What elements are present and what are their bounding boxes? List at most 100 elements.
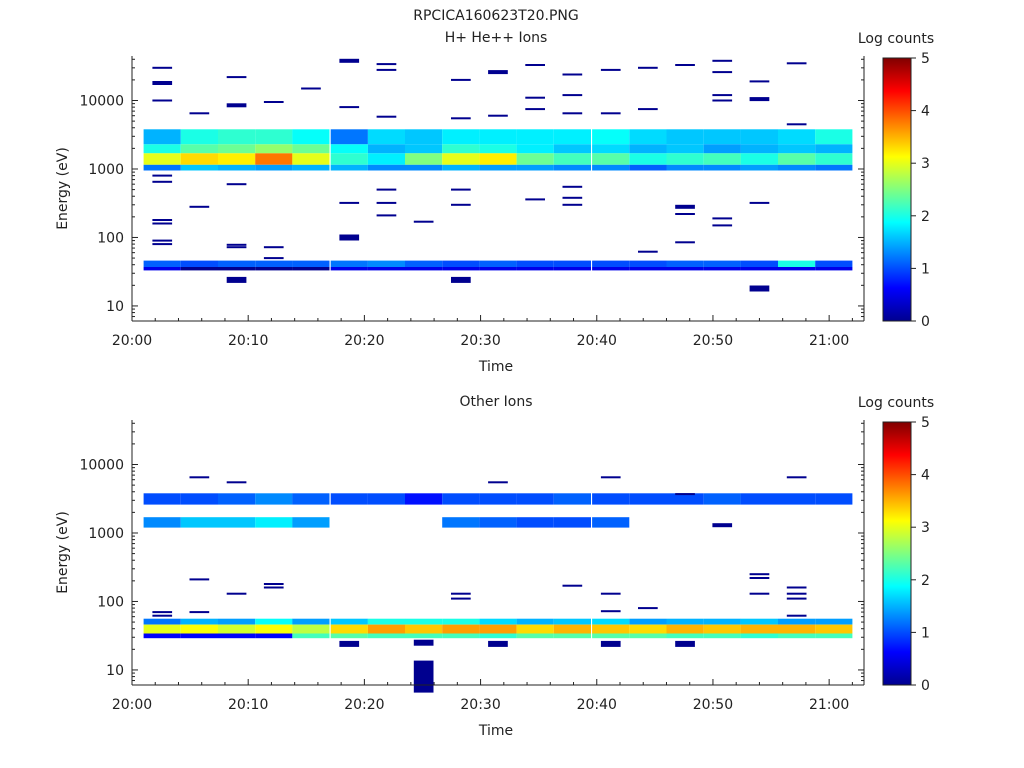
heatmap-cell <box>553 493 591 505</box>
heatmap-cell <box>592 624 630 634</box>
colorbar-tick-label: 4 <box>921 468 930 484</box>
heatmap-cell <box>143 260 181 268</box>
heatmap-cell <box>666 164 704 171</box>
count-point <box>638 66 658 69</box>
heatmap-cell <box>367 633 406 639</box>
heatmap-cell <box>218 493 256 505</box>
heatmap-cell <box>629 633 667 639</box>
heatmap-cell <box>218 633 256 639</box>
count-point <box>488 640 508 647</box>
heatmap-cell <box>629 624 667 634</box>
heatmap-cell <box>292 493 330 505</box>
heatmap-cell <box>592 129 630 145</box>
heatmap-cell <box>255 618 293 625</box>
count-point <box>749 97 770 102</box>
heatmap-cell <box>405 129 443 145</box>
count-point <box>152 243 173 246</box>
heatmap-cell <box>815 164 853 171</box>
heatmap-cell <box>666 633 704 639</box>
count-point <box>263 583 284 585</box>
count-point <box>451 78 471 81</box>
heatmap-cell <box>740 164 778 171</box>
y-tick-label: 10000 <box>79 94 124 110</box>
heatmap-cell <box>255 633 293 639</box>
count-point <box>675 493 695 496</box>
heatmap-cell <box>553 517 591 528</box>
y-tick-label: 10 <box>106 663 124 679</box>
heatmap-cell <box>740 624 778 634</box>
heatmap-cell <box>592 633 630 639</box>
heatmap-cell <box>442 267 480 271</box>
heatmap-cell <box>255 624 293 634</box>
heatmap-cell <box>703 633 741 639</box>
count-point <box>226 103 247 108</box>
heatmap-cell <box>405 618 443 625</box>
heatmap-cell <box>666 624 704 634</box>
heatmap-cell <box>516 260 554 268</box>
colorbar-label: Log counts <box>858 31 934 47</box>
x-tick-label: 20:10 <box>228 333 268 349</box>
heatmap-cell <box>218 260 256 268</box>
count-point <box>152 180 173 183</box>
heatmap-cell <box>740 618 778 625</box>
count-point <box>152 611 173 614</box>
heatmap-cell <box>703 618 741 625</box>
colorbar-tick-label: 3 <box>921 156 930 172</box>
heatmap-cell <box>367 129 406 145</box>
heatmap-cell <box>255 164 293 171</box>
heatmap-cell <box>405 267 443 271</box>
heatmap-cell <box>143 164 181 171</box>
count-point <box>376 63 397 66</box>
heatmap-cell <box>778 129 816 145</box>
count-point <box>301 87 321 90</box>
heatmap-cell <box>553 624 591 634</box>
heatmap-cell <box>292 624 330 634</box>
colorbar-gradient <box>882 421 912 686</box>
heatmap-cell <box>180 260 218 268</box>
heatmap-cell <box>143 517 181 528</box>
heatmap-cell <box>479 153 517 165</box>
count-point <box>562 94 583 97</box>
panel-1: 20:00 20:10 20:20 20:30 20:40 20:50 21:0010100… <box>55 30 934 375</box>
heatmap-cell <box>180 129 218 145</box>
panel-2: 20:00 20:10 20:20 20:30 20:40 20:50 21:0010100… <box>55 394 934 739</box>
colorbar: 0 1 2 3 4 5 Log counts <box>858 395 934 694</box>
count-point <box>675 213 695 215</box>
heatmap-cell <box>479 129 517 145</box>
y-axis-label: Energy (eV) <box>55 147 71 230</box>
count-point <box>488 70 508 75</box>
count-point <box>638 250 658 253</box>
heatmap-cell <box>815 624 853 634</box>
heatmap-cell <box>740 267 778 271</box>
heatmap-cell <box>778 633 816 639</box>
heatmap-cell <box>666 618 704 625</box>
colorbar-tick-label: 5 <box>921 51 930 67</box>
heatmap-cell <box>815 633 853 639</box>
heatmap-cell <box>666 129 704 145</box>
colorbar-tick-label: 0 <box>921 678 930 694</box>
colorbar-tick-label: 2 <box>921 573 930 589</box>
heatmap-cell <box>592 153 630 165</box>
count-point <box>712 224 733 227</box>
count-point <box>152 614 173 617</box>
heatmap-cells <box>143 476 853 693</box>
count-point <box>712 71 733 74</box>
heatmap-cell <box>516 633 554 639</box>
heatmap-cell <box>367 618 406 625</box>
heatmap-cells <box>143 58 853 292</box>
heatmap-cell <box>629 153 667 165</box>
heatmap-cell <box>218 624 256 634</box>
x-tick-label: 20:30 <box>460 697 500 713</box>
colorbar-tick-label: 2 <box>921 209 930 225</box>
heatmap-cell <box>592 618 630 625</box>
count-point <box>600 640 621 647</box>
count-point <box>749 201 770 204</box>
heatmap-cell <box>330 624 368 634</box>
panel-title: Other Ions <box>459 394 532 410</box>
count-point <box>562 73 583 76</box>
count-point <box>562 185 583 188</box>
count-point <box>226 276 247 283</box>
heatmap-cell <box>553 144 591 154</box>
heatmap-cell <box>740 129 778 145</box>
x-tick-label: 20:20 <box>344 333 384 349</box>
